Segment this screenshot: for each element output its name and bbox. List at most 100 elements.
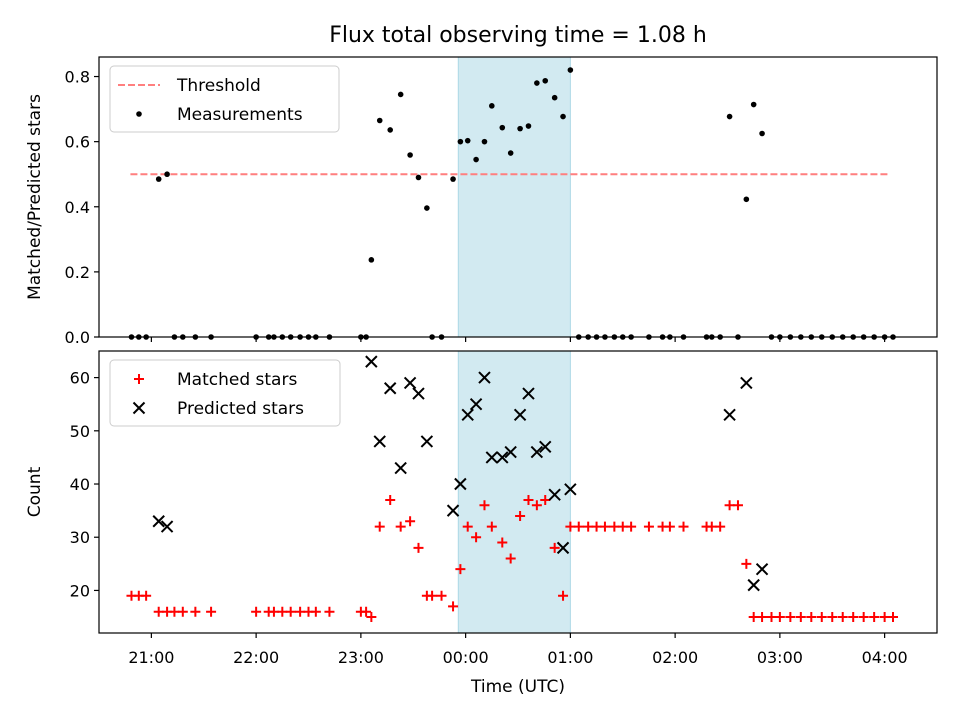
- matched-point: [531, 500, 542, 511]
- y-tick-label: 0.0: [65, 328, 90, 347]
- measurement-point: [489, 103, 495, 109]
- matched-point: [599, 521, 610, 532]
- ratio-panel: 0.0 0.2 0.4 0.6 0.8 Matched/Predicted stars Th…: [25, 56, 938, 347]
- measurement-point: [473, 156, 479, 163]
- predicted-point: [522, 387, 535, 400]
- matched-point: [785, 612, 796, 623]
- matched-point: [715, 521, 726, 532]
- matched-point: [361, 606, 372, 617]
- predicted-point: [394, 461, 407, 475]
- matched-point: [869, 612, 880, 623]
- x-axis-label: Time (UTC): [470, 677, 565, 697]
- matched-point: [879, 612, 890, 623]
- matched-point: [310, 606, 321, 617]
- matched-point: [848, 612, 859, 623]
- matched-point: [374, 521, 385, 532]
- matched-point: [549, 542, 560, 553]
- matched-point: [455, 564, 466, 575]
- matched-point: [573, 521, 584, 532]
- matched-point: [190, 606, 201, 617]
- matched-point: [295, 606, 306, 617]
- matched-point: [626, 521, 637, 532]
- matched-point: [141, 590, 152, 601]
- x-tick-label: 03:00: [757, 648, 803, 667]
- y-tick-label: 0.2: [65, 263, 90, 282]
- measurement-point: [376, 117, 383, 124]
- measurement-point: [424, 205, 430, 211]
- x-tick-label: 00:00: [443, 648, 489, 667]
- measurement-point: [534, 80, 540, 86]
- measurement-point: [525, 123, 532, 129]
- x-tick-label: 04:00: [862, 648, 908, 667]
- legend-label: Predicted stars: [177, 399, 304, 419]
- matched-point: [479, 500, 490, 511]
- predicted-point: [504, 445, 517, 459]
- matched-point: [837, 612, 848, 623]
- measurement-point: [387, 127, 394, 133]
- matched-point: [268, 606, 279, 617]
- legend-label: Threshold: [176, 76, 261, 96]
- matched-point: [324, 606, 335, 617]
- legend-predicted-swatch: [132, 401, 146, 415]
- y-tick-label: 0.8: [65, 68, 90, 87]
- matched-point: [748, 612, 759, 623]
- measurement-point: [499, 124, 506, 131]
- measurement-point: [567, 67, 574, 73]
- measurement-point: [507, 150, 514, 156]
- y-axis-label: Matched/Predicted stars: [25, 94, 45, 300]
- matched-point: [827, 612, 838, 623]
- predicted-point: [513, 408, 527, 422]
- matched-point: [177, 606, 188, 617]
- matched-point: [385, 494, 396, 505]
- matched-point: [285, 606, 296, 617]
- matched-point: [277, 606, 288, 617]
- predicted-point: [740, 376, 753, 390]
- predicted-point: [469, 398, 483, 411]
- matched-point: [609, 521, 620, 532]
- matched-point: [486, 521, 497, 532]
- predicted-point: [478, 371, 491, 384]
- legend-label: Matched stars: [177, 370, 297, 390]
- x-tick-label: 01:00: [547, 648, 593, 667]
- matched-point: [888, 612, 899, 623]
- y-axis-label: Count: [25, 466, 45, 517]
- measurement-point: [368, 257, 375, 263]
- matched-point: [741, 558, 752, 569]
- matched-point: [565, 521, 576, 532]
- axes-frame: [98, 56, 938, 338]
- measurement-point: [551, 94, 558, 101]
- observing-span-shade: [458, 57, 571, 337]
- matched-point: [858, 612, 869, 623]
- matched-point: [583, 521, 594, 532]
- series-predicted-stars: [152, 355, 769, 592]
- count-panel: 20 30 40 50 60 21:00 22:00 23:00 00:00 01:00 02:00…: [25, 350, 938, 667]
- predicted-point: [530, 445, 544, 459]
- predicted-point: [373, 435, 386, 448]
- measurement-point: [164, 171, 170, 178]
- measurement-point: [407, 152, 413, 158]
- axes-frame: [98, 350, 938, 634]
- y-tick-label: 0.4: [65, 198, 90, 217]
- matched-point: [471, 532, 482, 543]
- matched-point: [591, 521, 602, 532]
- predicted-point: [365, 355, 378, 368]
- x-tick-label: 21:00: [128, 648, 174, 667]
- matched-point: [724, 500, 735, 511]
- predicted-point: [403, 376, 417, 390]
- series-matched-stars: [126, 494, 899, 623]
- matched-point: [706, 521, 717, 532]
- matched-point: [497, 537, 508, 548]
- matched-point: [757, 612, 768, 623]
- matched-point: [448, 601, 459, 612]
- measurement-point: [517, 125, 523, 132]
- predicted-point: [485, 451, 499, 464]
- matched-point: [643, 521, 654, 532]
- measurement-point: [415, 174, 422, 181]
- matched-point: [617, 521, 628, 532]
- measurement-point: [155, 176, 162, 182]
- matched-point: [206, 606, 217, 617]
- predicted-point: [383, 382, 397, 395]
- legend-box: [109, 65, 340, 133]
- matched-point: [153, 606, 164, 617]
